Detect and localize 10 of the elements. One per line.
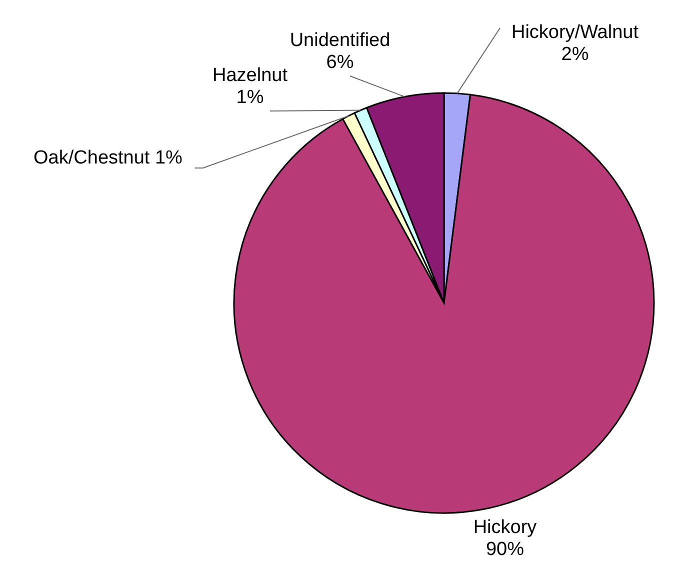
data-label: 2% [561,44,589,65]
data-label: 6% [326,52,354,73]
slice-label: Hickory [473,517,538,538]
data-label: 90% [486,538,524,560]
slice-label: Unidentified [290,30,390,51]
data-label: 1% [236,86,264,108]
data-label: 1% [154,148,182,168]
slice-label: Oak/Chestnut [34,148,150,168]
slice-label: Hickory/Walnut [511,22,640,43]
slice-label: Hazelnut [212,65,288,86]
